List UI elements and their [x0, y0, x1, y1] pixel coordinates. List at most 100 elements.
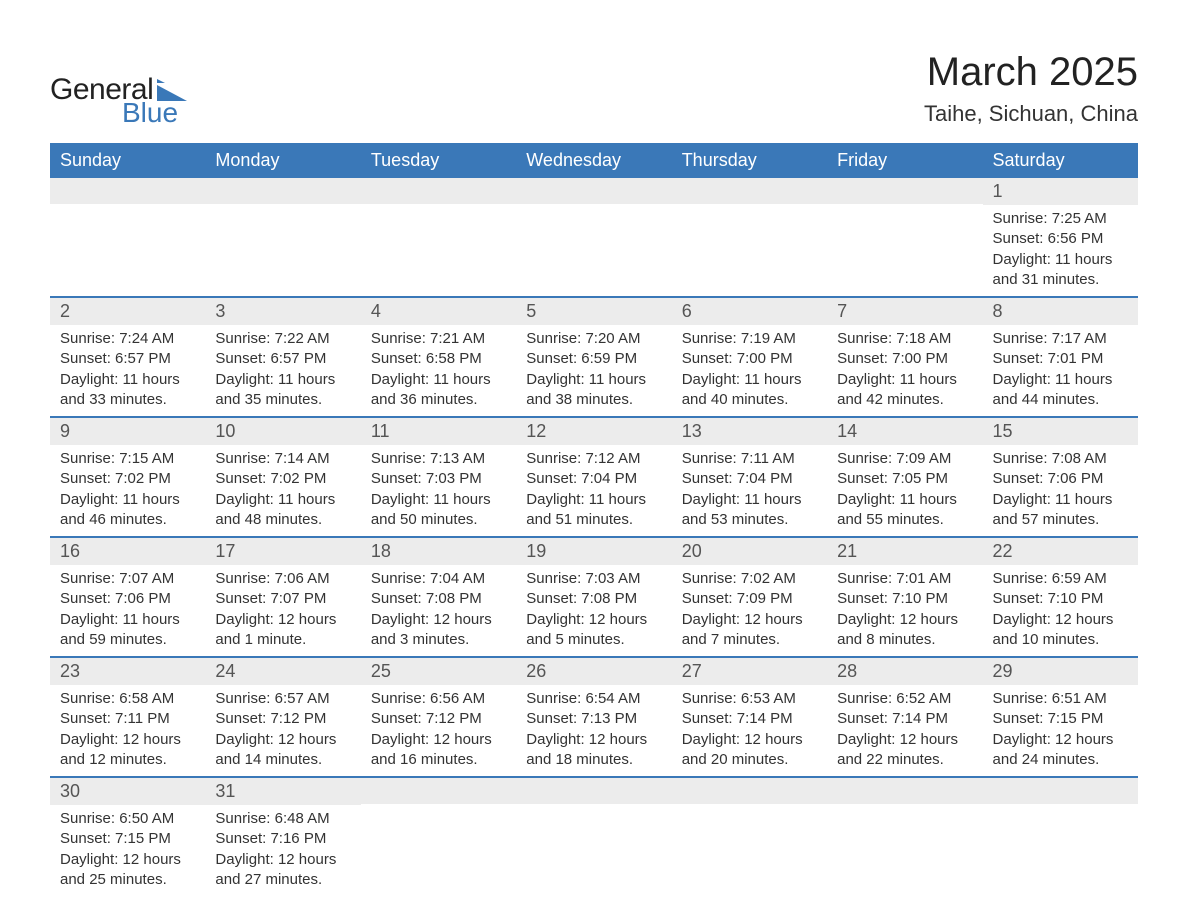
day-number	[361, 778, 516, 804]
calendar-day-cell	[827, 178, 982, 297]
day-sunrise: Sunrise: 6:52 AM	[837, 689, 972, 709]
day-daylight1: Daylight: 11 hours	[60, 370, 195, 390]
day-details	[672, 204, 827, 284]
day-daylight2: and 46 minutes.	[60, 510, 195, 530]
day-sunset: Sunset: 7:02 PM	[60, 469, 195, 489]
day-sunset: Sunset: 7:08 PM	[526, 589, 661, 609]
day-sunset: Sunset: 7:08 PM	[371, 589, 506, 609]
day-sunrise: Sunrise: 7:15 AM	[60, 449, 195, 469]
day-sunrise: Sunrise: 6:57 AM	[215, 689, 350, 709]
day-number	[205, 178, 360, 204]
day-daylight1: Daylight: 12 hours	[682, 730, 817, 750]
day-sunrise: Sunrise: 7:08 AM	[993, 449, 1128, 469]
day-sunrise: Sunrise: 7:12 AM	[526, 449, 661, 469]
day-details: Sunrise: 7:02 AMSunset: 7:09 PMDaylight:…	[672, 565, 827, 656]
day-number: 29	[983, 658, 1138, 685]
day-details: Sunrise: 7:17 AMSunset: 7:01 PMDaylight:…	[983, 325, 1138, 416]
calendar-day-cell: 8Sunrise: 7:17 AMSunset: 7:01 PMDaylight…	[983, 297, 1138, 417]
day-sunset: Sunset: 7:13 PM	[526, 709, 661, 729]
day-daylight2: and 33 minutes.	[60, 390, 195, 410]
day-daylight2: and 59 minutes.	[60, 630, 195, 650]
day-number: 3	[205, 298, 360, 325]
day-daylight1: Daylight: 12 hours	[60, 850, 195, 870]
day-daylight2: and 35 minutes.	[215, 390, 350, 410]
day-number: 12	[516, 418, 671, 445]
calendar-week-row: 30Sunrise: 6:50 AMSunset: 7:15 PMDayligh…	[50, 777, 1138, 896]
day-details: Sunrise: 6:53 AMSunset: 7:14 PMDaylight:…	[672, 685, 827, 776]
day-details: Sunrise: 7:18 AMSunset: 7:00 PMDaylight:…	[827, 325, 982, 416]
calendar-week-row: 9Sunrise: 7:15 AMSunset: 7:02 PMDaylight…	[50, 417, 1138, 537]
day-sunset: Sunset: 7:01 PM	[993, 349, 1128, 369]
day-sunrise: Sunrise: 7:03 AM	[526, 569, 661, 589]
col-friday: Friday	[827, 143, 982, 178]
day-sunrise: Sunrise: 7:22 AM	[215, 329, 350, 349]
day-daylight2: and 1 minute.	[215, 630, 350, 650]
calendar-day-cell: 1Sunrise: 7:25 AMSunset: 6:56 PMDaylight…	[983, 178, 1138, 297]
day-sunset: Sunset: 7:15 PM	[993, 709, 1128, 729]
day-number	[50, 178, 205, 204]
day-daylight1: Daylight: 12 hours	[215, 730, 350, 750]
day-sunset: Sunset: 7:06 PM	[993, 469, 1128, 489]
day-daylight1: Daylight: 12 hours	[526, 610, 661, 630]
day-details: Sunrise: 6:59 AMSunset: 7:10 PMDaylight:…	[983, 565, 1138, 656]
calendar-day-cell: 25Sunrise: 6:56 AMSunset: 7:12 PMDayligh…	[361, 657, 516, 777]
day-daylight1: Daylight: 12 hours	[60, 730, 195, 750]
day-details: Sunrise: 7:25 AMSunset: 6:56 PMDaylight:…	[983, 205, 1138, 296]
day-number: 24	[205, 658, 360, 685]
day-sunset: Sunset: 7:10 PM	[837, 589, 972, 609]
col-sunday: Sunday	[50, 143, 205, 178]
day-daylight1: Daylight: 11 hours	[837, 370, 972, 390]
day-details: Sunrise: 7:15 AMSunset: 7:02 PMDaylight:…	[50, 445, 205, 536]
day-details: Sunrise: 6:58 AMSunset: 7:11 PMDaylight:…	[50, 685, 205, 776]
day-number: 9	[50, 418, 205, 445]
day-daylight2: and 50 minutes.	[371, 510, 506, 530]
col-saturday: Saturday	[983, 143, 1138, 178]
day-details: Sunrise: 7:11 AMSunset: 7:04 PMDaylight:…	[672, 445, 827, 536]
day-daylight2: and 12 minutes.	[60, 750, 195, 770]
day-details	[205, 204, 360, 284]
calendar-day-cell: 20Sunrise: 7:02 AMSunset: 7:09 PMDayligh…	[672, 537, 827, 657]
calendar-day-cell: 4Sunrise: 7:21 AMSunset: 6:58 PMDaylight…	[361, 297, 516, 417]
day-sunset: Sunset: 6:58 PM	[371, 349, 506, 369]
day-sunset: Sunset: 7:10 PM	[993, 589, 1128, 609]
day-daylight1: Daylight: 12 hours	[371, 730, 506, 750]
day-details: Sunrise: 6:52 AMSunset: 7:14 PMDaylight:…	[827, 685, 982, 776]
calendar-day-cell: 9Sunrise: 7:15 AMSunset: 7:02 PMDaylight…	[50, 417, 205, 537]
day-sunset: Sunset: 7:03 PM	[371, 469, 506, 489]
day-sunset: Sunset: 7:09 PM	[682, 589, 817, 609]
day-number: 26	[516, 658, 671, 685]
day-number: 8	[983, 298, 1138, 325]
calendar-day-cell	[361, 178, 516, 297]
day-number: 2	[50, 298, 205, 325]
calendar-day-cell: 26Sunrise: 6:54 AMSunset: 7:13 PMDayligh…	[516, 657, 671, 777]
day-daylight2: and 16 minutes.	[371, 750, 506, 770]
day-sunrise: Sunrise: 7:19 AM	[682, 329, 817, 349]
day-daylight1: Daylight: 11 hours	[371, 490, 506, 510]
day-daylight1: Daylight: 11 hours	[682, 490, 817, 510]
day-daylight2: and 10 minutes.	[993, 630, 1128, 650]
day-sunset: Sunset: 7:14 PM	[837, 709, 972, 729]
calendar-day-cell	[361, 777, 516, 896]
calendar-day-cell	[983, 777, 1138, 896]
day-daylight1: Daylight: 11 hours	[60, 490, 195, 510]
day-details	[827, 204, 982, 284]
day-daylight1: Daylight: 11 hours	[837, 490, 972, 510]
day-details	[516, 204, 671, 284]
day-daylight2: and 20 minutes.	[682, 750, 817, 770]
day-number	[361, 178, 516, 204]
day-number: 6	[672, 298, 827, 325]
day-daylight1: Daylight: 11 hours	[371, 370, 506, 390]
calendar-day-cell: 3Sunrise: 7:22 AMSunset: 6:57 PMDaylight…	[205, 297, 360, 417]
day-sunset: Sunset: 7:12 PM	[215, 709, 350, 729]
day-sunrise: Sunrise: 6:58 AM	[60, 689, 195, 709]
day-daylight1: Daylight: 11 hours	[682, 370, 817, 390]
day-number: 17	[205, 538, 360, 565]
calendar-day-cell: 19Sunrise: 7:03 AMSunset: 7:08 PMDayligh…	[516, 537, 671, 657]
day-sunset: Sunset: 7:00 PM	[837, 349, 972, 369]
day-number: 21	[827, 538, 982, 565]
day-sunset: Sunset: 7:11 PM	[60, 709, 195, 729]
day-daylight2: and 24 minutes.	[993, 750, 1128, 770]
day-details	[361, 804, 516, 884]
day-details: Sunrise: 7:13 AMSunset: 7:03 PMDaylight:…	[361, 445, 516, 536]
calendar-day-cell	[205, 178, 360, 297]
